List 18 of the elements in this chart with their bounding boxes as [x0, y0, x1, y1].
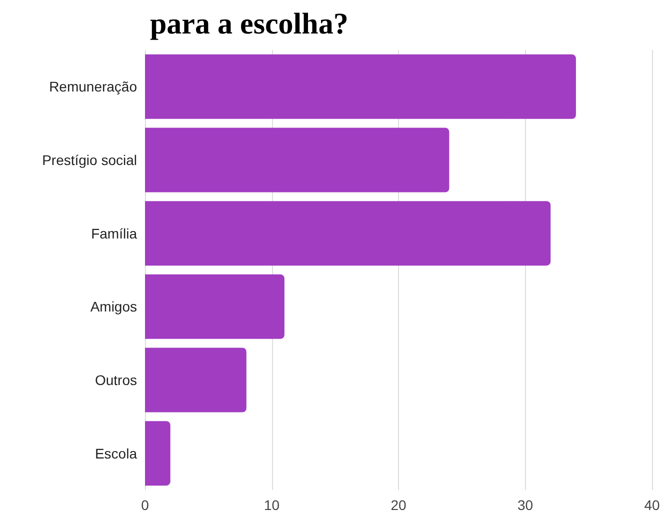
bar — [145, 54, 576, 119]
bar — [145, 128, 450, 192]
x-tick-label: 10 — [264, 497, 280, 513]
y-tick-label: Prestígio social — [42, 152, 137, 168]
bar — [145, 201, 551, 266]
bar — [145, 348, 246, 412]
x-tick-label: 40 — [644, 497, 660, 513]
y-tick-label: Escola — [94, 445, 138, 462]
bar — [145, 274, 284, 339]
y-tick-label: Remuneração — [49, 78, 138, 95]
y-tick-label: Outros — [94, 372, 137, 388]
x-tick-label: 0 — [141, 497, 150, 513]
y-tick-label: Amigos — [90, 298, 137, 315]
x-tick-label: 20 — [390, 497, 406, 513]
chart-title: para a escolha? — [150, 8, 348, 40]
bar — [145, 421, 170, 486]
y-tick-label: Família — [91, 225, 138, 242]
x-tick-label: 30 — [517, 497, 534, 513]
